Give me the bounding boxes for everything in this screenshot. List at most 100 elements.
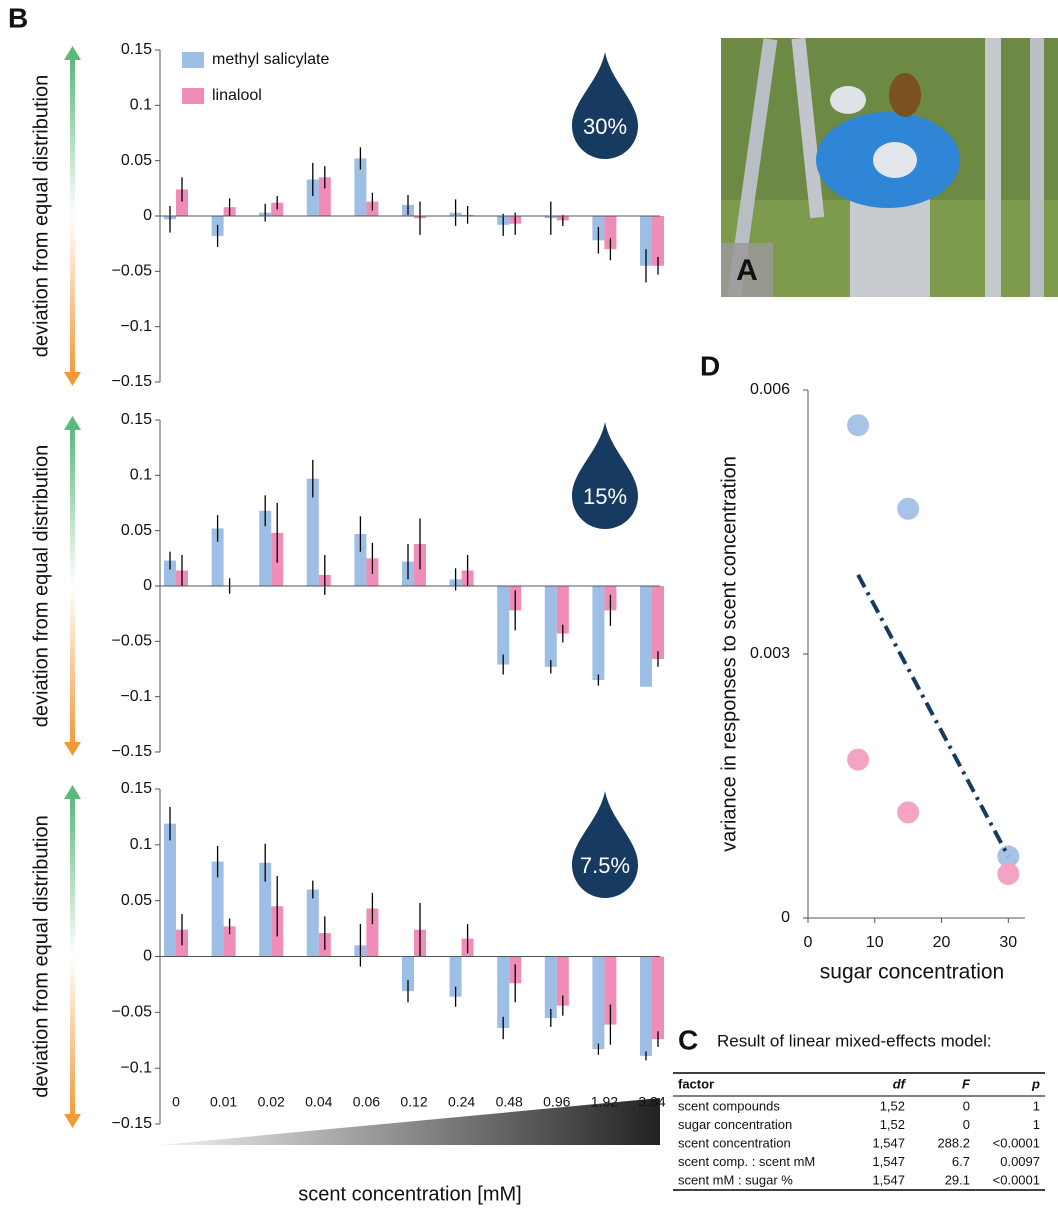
table-cell: 6.7 [952,1154,970,1169]
y-tick-label: −0.05 [112,1004,153,1021]
table-cell: 0 [963,1117,970,1132]
point [847,414,870,437]
bar [640,956,652,1056]
panel-label: A [736,254,758,287]
table-header: p [1031,1076,1040,1091]
y-tick-label: −0.15 [112,743,153,760]
y-tick-label: −0.1 [120,1059,152,1076]
table-title: Result of linear mixed-effects model: [717,1031,992,1050]
y-tick-label: −0.05 [112,633,153,650]
y-tick-label: 0.05 [121,522,152,539]
y-tick-label: −0.05 [112,263,153,280]
photo: A [721,37,1058,297]
x-tick-label: 1.92 [591,1094,618,1110]
point [897,801,920,824]
concentration-wedge [160,1098,660,1145]
x-tick-label: 0.06 [353,1094,380,1110]
y-tick-label: −0.15 [112,1115,153,1132]
bar [544,586,557,667]
y-tick-label: 0.003 [750,645,790,662]
point [897,497,920,520]
y-tick-label: 0 [143,577,152,594]
y-tick-label: 0.15 [121,41,152,58]
bar [402,956,414,992]
table-cell: 29.1 [945,1172,970,1187]
table-cell: 288.2 [937,1135,970,1150]
y-tick-label: −0.1 [120,688,152,705]
bar [652,956,664,1040]
sugar-drop [572,422,638,529]
bar [604,956,617,1025]
table-cell: scent compounds [678,1098,780,1113]
bar [259,510,272,586]
legend-swatch [182,52,204,68]
bar [211,528,224,586]
bar [164,560,176,586]
y-tick-label: 0 [143,207,152,224]
table-cell: 0 [963,1098,970,1113]
table-header: F [962,1076,971,1091]
bar [306,889,319,957]
x-tick-label: 0.96 [543,1094,570,1110]
bar [497,586,510,665]
y-tick-label: 0.05 [121,152,152,169]
table-header: df [893,1076,907,1091]
table-cell: 0.0097 [1000,1154,1040,1169]
bar [652,586,664,660]
table-cell: scent mM : sugar % [678,1172,793,1187]
table-cell: 1,52 [880,1098,905,1113]
bar [223,926,236,957]
table-cell: 1 [1033,1098,1040,1113]
table-cell: scent comp. : scent mM [678,1154,815,1169]
bar [592,956,605,1050]
bar [640,216,652,266]
table-cell: 1,52 [880,1117,905,1132]
table-cell: 1,547 [872,1172,905,1187]
y-tick-label: 0.15 [121,780,152,797]
y-axis-label: deviation from equal distribution [30,815,52,1097]
bar [211,861,224,957]
y-tick-label: 0.1 [130,97,152,114]
sugar-drop [572,791,638,898]
bar [604,216,617,250]
x-tick-label: 0 [804,934,813,951]
bar [640,586,652,687]
x-tick-label: 0.02 [258,1094,285,1110]
table-cell: <0.0001 [993,1172,1040,1187]
bar [592,586,605,681]
x-axis-label: sugar concentration [820,961,1004,984]
bar [497,956,510,1028]
arrow-head [64,372,81,386]
bar [366,908,379,957]
y-tick-label: 0.1 [130,467,152,484]
panel-label: C [678,1024,698,1055]
y-tick-label: 0.15 [121,411,152,428]
table-cell: <0.0001 [993,1135,1040,1150]
x-tick-label: 0.01 [210,1094,237,1110]
arrow-head [64,742,81,756]
y-tick-label: −0.15 [112,373,153,390]
bar [652,216,664,266]
trend-line [856,573,1011,858]
bar [306,179,319,216]
x-tick-label: 3.84 [638,1094,665,1110]
table-cell: sugar concentration [678,1117,792,1132]
table-cell: 1,547 [872,1154,905,1169]
x-tick-label: 30 [999,934,1017,951]
table-cell: 1,547 [872,1135,905,1150]
sugar-drop [572,52,638,159]
arrow-head [64,46,81,60]
x-tick-label: 20 [933,934,951,951]
bar [176,189,188,216]
y-tick-label: 0.05 [121,892,152,909]
table-cell: scent concentration [678,1135,791,1150]
point [847,748,870,771]
bar [544,956,557,1018]
y-axis-label: variance in responses to scent concentra… [718,456,740,852]
bar [449,956,462,997]
y-axis-label: deviation from equal distribution [30,75,52,357]
x-tick-label: 0.24 [448,1094,475,1110]
arrow-head [64,416,81,430]
x-tick-label: 0.04 [305,1094,332,1110]
